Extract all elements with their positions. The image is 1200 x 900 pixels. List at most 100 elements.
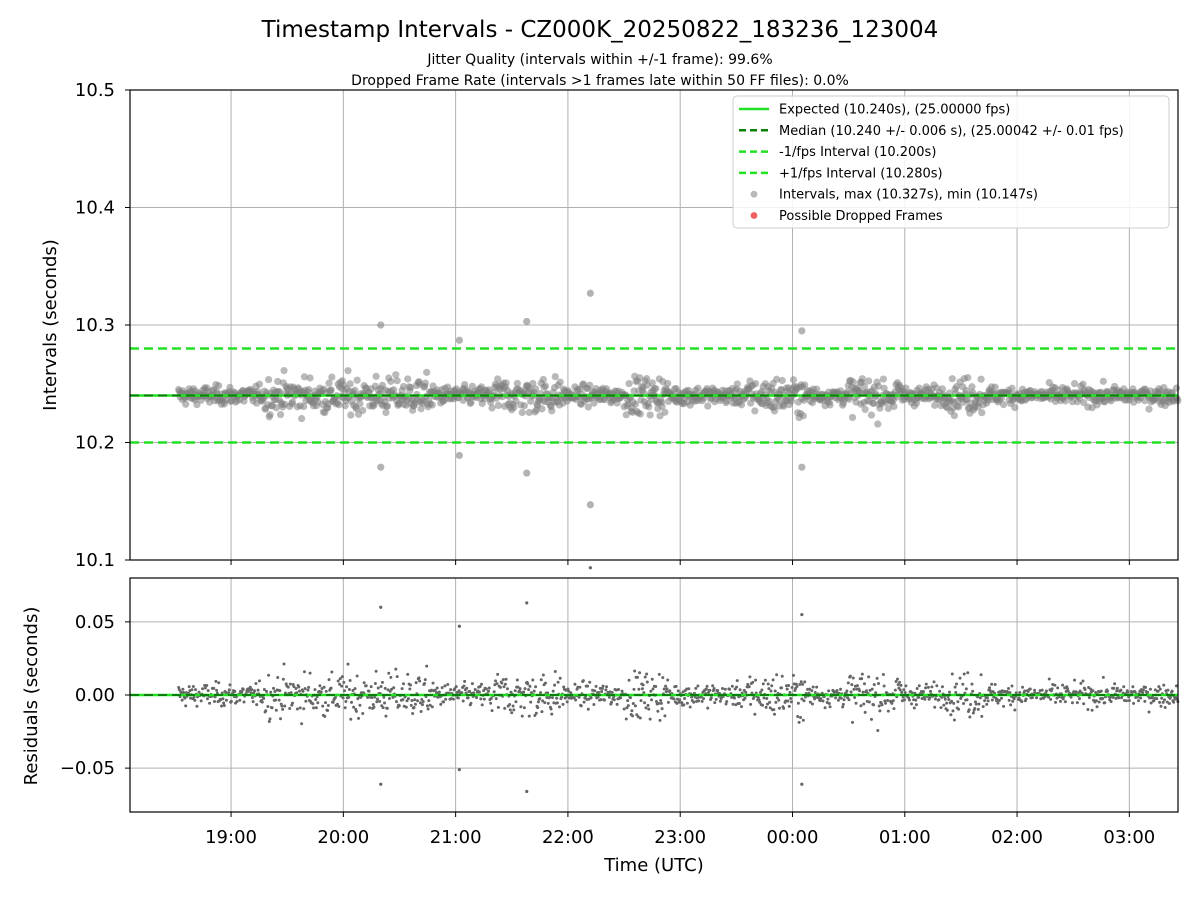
residual-point: [1083, 688, 1087, 692]
residual-point: [1087, 696, 1091, 700]
residual-point: [336, 679, 340, 683]
interval-point: [215, 382, 223, 390]
residual-point: [385, 706, 389, 710]
residual-point: [654, 700, 658, 704]
residual-point: [810, 689, 814, 693]
residual-point: [286, 685, 290, 689]
residual-point: [810, 702, 814, 706]
interval-outlier-point: [523, 469, 531, 477]
interval-point: [643, 375, 651, 383]
residual-point: [183, 696, 187, 700]
residual-point: [266, 704, 270, 708]
residual-point: [240, 690, 244, 694]
residual-point: [307, 685, 311, 689]
residual-point: [364, 684, 368, 688]
residual-point: [454, 685, 458, 689]
residual-point: [1161, 700, 1165, 704]
residual-point: [311, 702, 315, 706]
residual-point: [1148, 687, 1152, 691]
residual-point: [615, 702, 619, 706]
legend-entry-label: Median (10.240 +/- 0.006 s), (25.00042 +…: [779, 124, 1124, 139]
residual-point: [1047, 677, 1051, 681]
residual-point: [406, 672, 410, 676]
residual-point: [229, 699, 233, 703]
residual-point: [682, 703, 686, 707]
residual-point: [899, 683, 903, 687]
residual-point: [379, 685, 383, 689]
residual-point: [329, 686, 333, 690]
residual-point: [854, 701, 858, 705]
residual-point: [264, 689, 268, 693]
residual-point: [594, 684, 598, 688]
residual-point: [1139, 696, 1143, 700]
residual-point: [860, 672, 864, 676]
residual-point: [274, 698, 278, 702]
residual-point: [648, 717, 652, 721]
residual-point: [933, 697, 937, 701]
residual-point: [962, 701, 966, 705]
residual-point: [373, 695, 377, 699]
residual-point: [645, 672, 649, 676]
residual-point: [786, 699, 790, 703]
residual-point: [1156, 689, 1160, 693]
residual-point: [895, 677, 899, 681]
interval-point: [751, 379, 760, 388]
x-tick-label: 03:00: [1103, 827, 1155, 848]
residual-point: [221, 697, 225, 701]
residual-point: [761, 682, 765, 686]
residual-point: [1155, 697, 1159, 701]
residual-point: [791, 673, 795, 677]
residual-point: [659, 701, 663, 705]
residual-point: [1077, 697, 1081, 701]
residual-point: [683, 697, 687, 701]
residual-point: [425, 704, 429, 708]
residual-outlier-point: [457, 624, 461, 628]
residual-point: [1063, 700, 1067, 704]
residual-point: [324, 689, 328, 693]
top-y-tick-label: 10.4: [75, 198, 115, 219]
residual-point: [979, 673, 983, 677]
residual-point: [501, 678, 505, 682]
residual-point: [1158, 687, 1162, 691]
residual-point: [482, 689, 486, 693]
residual-point: [1010, 684, 1014, 688]
residual-point: [790, 685, 794, 689]
residual-point: [885, 691, 889, 695]
residual-point: [312, 706, 316, 710]
interval-point: [280, 367, 288, 375]
interval-outlier-point: [377, 321, 385, 329]
residual-point: [197, 690, 201, 694]
residual-point: [341, 696, 345, 700]
interval-point: [520, 402, 528, 410]
residual-point: [1002, 704, 1006, 708]
residual-point: [764, 705, 768, 709]
residual-point: [469, 701, 473, 705]
residual-point: [697, 699, 701, 703]
residual-point: [420, 697, 424, 701]
bottom-panel-points: [177, 566, 1180, 833]
residual-point: [624, 717, 628, 721]
residual-point: [297, 685, 301, 689]
residual-point: [192, 695, 196, 699]
interval-point: [902, 384, 910, 392]
residual-point: [632, 687, 636, 691]
residual-point: [288, 706, 292, 710]
bottom-y-tick-label: −0.05: [60, 758, 115, 779]
residual-point: [251, 700, 255, 704]
residual-point: [971, 689, 975, 693]
residual-point: [709, 696, 713, 700]
residual-point: [212, 686, 216, 690]
residual-point: [1114, 696, 1118, 700]
residual-point: [801, 682, 805, 686]
residual-point: [546, 691, 550, 695]
residual-point: [724, 702, 728, 706]
legend-box: [732, 95, 1170, 229]
interval-point: [636, 374, 644, 382]
residual-point: [316, 701, 320, 705]
residual-point: [1119, 688, 1123, 692]
residual-point: [270, 706, 274, 710]
legend-entry-label: Possible Dropped Frames: [779, 209, 943, 224]
residual-point: [536, 706, 540, 710]
interval-point: [467, 398, 475, 406]
residual-point: [664, 690, 668, 694]
